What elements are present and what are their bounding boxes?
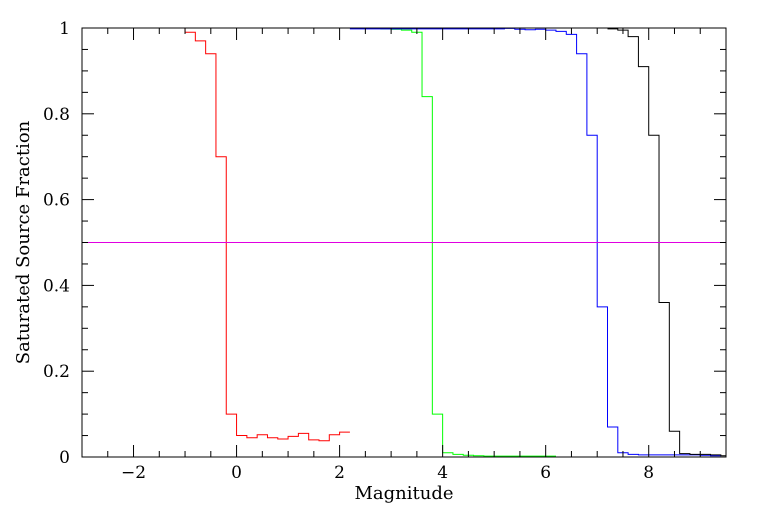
x-tick-label: −2 [121, 463, 146, 483]
x-tick-label: 4 [437, 463, 448, 483]
y-tick-label: 0.2 [43, 362, 70, 382]
x-tick-label: 8 [643, 463, 654, 483]
y-tick-label: 0.8 [43, 105, 70, 125]
plot-frame [81, 27, 727, 458]
x-tick-label: 0 [231, 463, 242, 483]
y-tick-label: 0.4 [43, 276, 70, 296]
y-tick-label: 1 [59, 19, 70, 39]
tick-labels-layer: −2 0 2 4 6 8 0 0.2 0.4 0.6 0.8 1 [43, 19, 654, 483]
y-tick-label: 0 [59, 448, 70, 468]
x-tick-label: 6 [540, 463, 551, 483]
x-axis-label: Magnitude [354, 483, 453, 504]
y-axis-label: Saturated Source Fraction [13, 120, 34, 364]
series-4-line [607, 28, 726, 457]
x-tick-label: 2 [334, 463, 345, 483]
series-3-line [349, 27, 721, 457]
y-tick-label: 0.6 [43, 191, 70, 211]
series-layer [82, 27, 726, 457]
series-1-line [82, 27, 350, 442]
